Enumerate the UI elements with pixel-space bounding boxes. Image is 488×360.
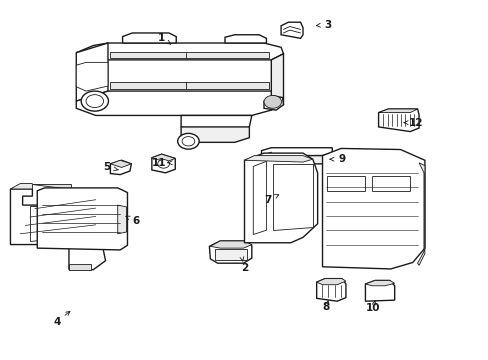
Polygon shape bbox=[261, 153, 331, 164]
Polygon shape bbox=[69, 264, 91, 270]
Text: 9: 9 bbox=[338, 154, 345, 164]
Polygon shape bbox=[215, 249, 246, 260]
Text: 12: 12 bbox=[408, 118, 423, 128]
Polygon shape bbox=[76, 43, 108, 101]
Polygon shape bbox=[244, 153, 317, 243]
Polygon shape bbox=[365, 280, 394, 286]
Text: 11: 11 bbox=[152, 158, 166, 168]
Polygon shape bbox=[378, 109, 418, 132]
Text: 1: 1 bbox=[158, 33, 165, 43]
Polygon shape bbox=[122, 33, 176, 43]
Polygon shape bbox=[118, 205, 126, 234]
Polygon shape bbox=[316, 279, 345, 301]
Polygon shape bbox=[272, 164, 312, 230]
Polygon shape bbox=[210, 241, 251, 248]
Polygon shape bbox=[10, 184, 32, 189]
Polygon shape bbox=[365, 280, 394, 301]
Polygon shape bbox=[30, 206, 103, 241]
Text: 10: 10 bbox=[365, 303, 380, 314]
Polygon shape bbox=[378, 109, 417, 113]
Polygon shape bbox=[224, 35, 266, 43]
Polygon shape bbox=[37, 188, 127, 250]
Polygon shape bbox=[244, 156, 312, 162]
Text: 6: 6 bbox=[132, 216, 140, 226]
Polygon shape bbox=[76, 91, 271, 116]
Polygon shape bbox=[152, 154, 175, 162]
Polygon shape bbox=[209, 241, 251, 263]
Polygon shape bbox=[371, 176, 409, 192]
Polygon shape bbox=[327, 176, 365, 192]
Polygon shape bbox=[253, 161, 266, 234]
Polygon shape bbox=[417, 163, 424, 265]
Polygon shape bbox=[76, 62, 108, 91]
Circle shape bbox=[158, 159, 169, 168]
Polygon shape bbox=[281, 22, 303, 39]
Polygon shape bbox=[32, 184, 71, 189]
Circle shape bbox=[86, 95, 103, 108]
Polygon shape bbox=[110, 160, 131, 167]
Polygon shape bbox=[110, 160, 131, 175]
Polygon shape bbox=[316, 279, 345, 285]
Polygon shape bbox=[181, 116, 251, 132]
Polygon shape bbox=[264, 96, 283, 110]
Polygon shape bbox=[110, 51, 268, 58]
Polygon shape bbox=[261, 152, 271, 164]
Text: 5: 5 bbox=[103, 162, 110, 172]
Circle shape bbox=[182, 136, 194, 146]
Text: 8: 8 bbox=[322, 302, 329, 312]
Polygon shape bbox=[69, 244, 105, 270]
Text: 3: 3 bbox=[324, 20, 331, 30]
Polygon shape bbox=[152, 154, 175, 173]
Text: 7: 7 bbox=[264, 195, 271, 205]
Polygon shape bbox=[261, 148, 331, 156]
Circle shape bbox=[177, 134, 199, 149]
Polygon shape bbox=[76, 43, 283, 60]
Polygon shape bbox=[181, 127, 249, 142]
Text: 4: 4 bbox=[53, 317, 61, 327]
Polygon shape bbox=[322, 148, 424, 269]
Polygon shape bbox=[10, 189, 118, 244]
Polygon shape bbox=[110, 82, 268, 89]
Circle shape bbox=[81, 91, 108, 111]
Text: 2: 2 bbox=[241, 263, 247, 273]
Polygon shape bbox=[271, 54, 283, 110]
Circle shape bbox=[264, 95, 281, 108]
